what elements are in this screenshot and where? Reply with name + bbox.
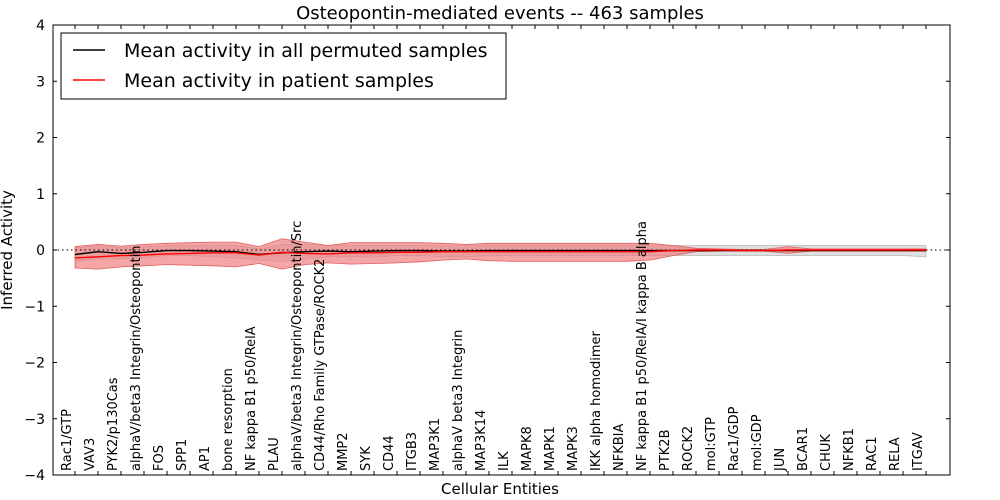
category-label: CD44	[382, 435, 397, 471]
category-label: MAP3K1	[428, 418, 443, 471]
y-tick-label: 0	[36, 243, 45, 259]
y-tick-label: −1	[24, 299, 45, 315]
y-tick-label: −4	[24, 468, 45, 484]
category-label: mol:GDP	[750, 414, 765, 471]
category-label: PTK2B	[658, 430, 673, 472]
category-label: NF kappa B1 p50/RelA/I kappa B alpha	[635, 221, 650, 471]
category-label: ROCK2	[681, 426, 696, 471]
category-label: NFKBIA	[612, 424, 627, 471]
y-tick-label: −3	[24, 412, 45, 428]
y-tick-label: −2	[24, 356, 45, 372]
category-label: PYK2/p130Cas	[106, 377, 121, 471]
category-label: CHUK	[819, 434, 834, 471]
category-label: MMP2	[336, 432, 351, 471]
y-tick-label: 1	[36, 187, 45, 203]
category-label: CD44/Rho Family GTPase/ROCK2	[313, 259, 328, 471]
y-tick-label: 4	[36, 18, 45, 34]
category-label: FOS	[152, 445, 167, 471]
x-axis-label: Cellular Entities	[441, 480, 559, 498]
y-axis-label: Inferred Activity	[0, 190, 16, 310]
category-label: bone resorption	[221, 368, 236, 471]
category-label: BCAR1	[796, 427, 811, 471]
chart-title: Osteopontin-mediated events -- 463 sampl…	[296, 3, 704, 24]
category-label: MAPK3	[566, 426, 581, 471]
legend-box	[60, 32, 507, 100]
category-label: Rac1/GTP	[60, 409, 75, 471]
category-label: NF kappa B1 p50/RelA	[244, 326, 259, 471]
category-label: PLAU	[267, 437, 282, 471]
y-tick-label: 2	[36, 131, 45, 147]
category-label: SPP1	[175, 439, 190, 471]
category-label: ITGB3	[405, 432, 420, 471]
patient-mean-line	[74, 249, 926, 259]
category-label: JUN	[773, 448, 788, 472]
category-label: SYK	[359, 446, 374, 471]
category-label: MAPK8	[520, 426, 535, 471]
category-label: MAPK1	[543, 426, 558, 471]
category-label: RELA	[888, 437, 903, 471]
legend-label-patient: Mean activity in patient samples	[124, 70, 434, 92]
category-label: VAV3	[83, 438, 98, 471]
category-label: AP1	[198, 446, 213, 471]
category-label: ITGAV	[911, 432, 926, 471]
category-label: MAP3K14	[474, 410, 489, 471]
category-label: alphaV/beta3 Integrin/Osteopontin	[129, 246, 144, 471]
category-label: mol:GTP	[704, 417, 719, 471]
category-label: alphaV beta3 Integrin	[451, 330, 466, 471]
y-tick-label: 3	[36, 74, 45, 90]
category-label: NFKB1	[842, 428, 857, 471]
plot-frame	[52, 24, 951, 476]
category-label: ILK	[497, 451, 512, 471]
category-label: alphaV/beta3 Integrin/Osteopontin/Src	[290, 221, 305, 471]
category-label: Rac1/GDP	[727, 406, 742, 471]
legend-label-permuted: Mean activity in all permuted samples	[124, 40, 487, 62]
category-label: IKK alpha homodimer	[589, 330, 604, 471]
category-label: RAC1	[865, 436, 880, 471]
